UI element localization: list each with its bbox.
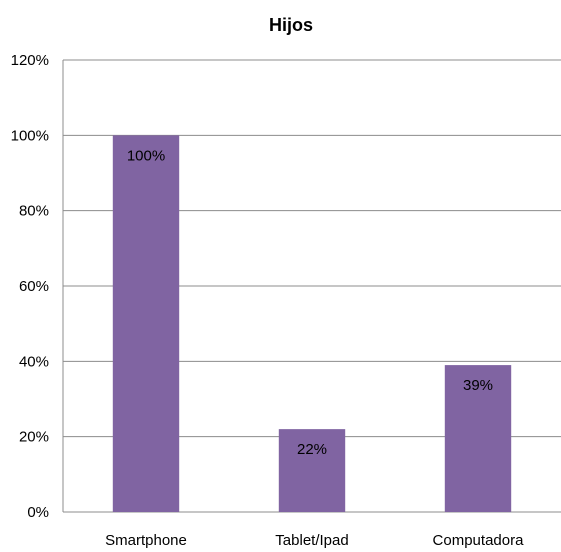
y-tick-label: 40% bbox=[19, 353, 49, 370]
y-tick-label: 60% bbox=[19, 278, 49, 295]
x-category-label: Computadora bbox=[433, 532, 525, 549]
chart-title: Hijos bbox=[269, 15, 313, 35]
bar-tablet-ipad bbox=[278, 429, 346, 512]
y-tick-label: 100% bbox=[11, 127, 49, 144]
data-label: 22% bbox=[297, 441, 327, 458]
y-tick-label: 20% bbox=[19, 429, 49, 446]
x-category-label: Smartphone bbox=[105, 532, 187, 549]
data-label: 100% bbox=[127, 147, 165, 164]
y-axis-ticks: 0% 20% 40% 60% 80% 100% 120% bbox=[11, 52, 49, 521]
bar-smartphone bbox=[112, 135, 180, 513]
x-category-label: Tablet/Ipad bbox=[275, 532, 348, 549]
y-tick-label: 80% bbox=[19, 203, 49, 220]
data-label: 39% bbox=[463, 377, 493, 394]
bars bbox=[112, 135, 512, 513]
bar-computadora bbox=[444, 365, 512, 512]
y-tick-label: 0% bbox=[27, 504, 49, 521]
y-tick-label: 120% bbox=[11, 52, 49, 69]
data-labels: 100% 22% 39% bbox=[127, 147, 493, 458]
x-axis-categories: Smartphone Tablet/Ipad Computadora bbox=[105, 532, 524, 549]
